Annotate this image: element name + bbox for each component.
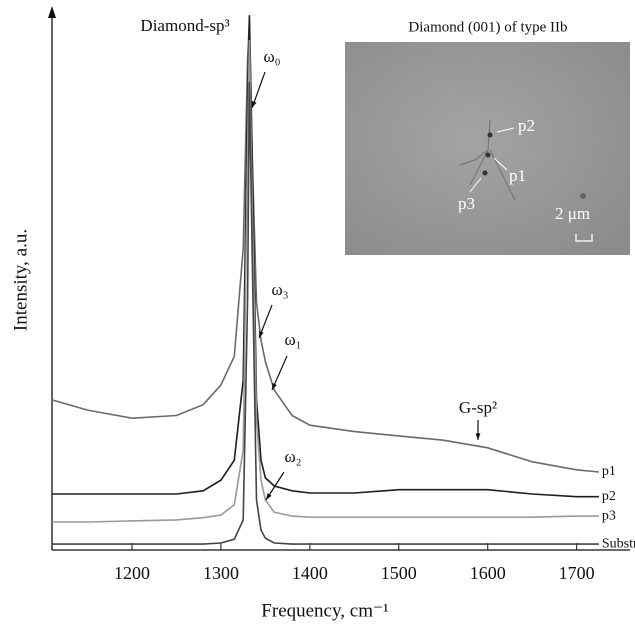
inset-pointer: [496, 127, 515, 133]
annotation: ω₁: [284, 330, 301, 349]
y-axis-arrow: [48, 6, 56, 18]
series-label: p1: [602, 464, 616, 479]
spectrum-line: [52, 39, 599, 523]
series-label: p2: [602, 489, 616, 504]
x-tick-label: 1700: [559, 563, 595, 583]
x-tick-label: 1500: [381, 563, 417, 583]
spectrum-line: [52, 15, 599, 498]
annotation-arrowhead: [251, 101, 257, 108]
annotation: G-sp²: [459, 398, 497, 417]
inset-point: [485, 152, 491, 158]
series-label: p3: [602, 508, 616, 523]
x-tick-label: 1600: [470, 563, 506, 583]
inset-pointer: [493, 157, 508, 171]
annotation: Diamond-sp³: [140, 16, 229, 35]
annotation: ω₀: [263, 47, 280, 66]
inset: Diamond (001) of type IIb p2 p1 p3 2 μm: [345, 19, 630, 255]
inset-point: [487, 132, 493, 138]
x-tick-label: 1400: [292, 563, 328, 583]
spectrum-line: [52, 81, 599, 545]
y-axis-label: Intensity, a.u.: [10, 229, 31, 331]
inset-scale-bar: [575, 234, 593, 242]
annotation: ω₃: [271, 280, 288, 299]
series-label: Substrate: [602, 536, 635, 551]
annotation: ω₂: [284, 447, 301, 466]
inset-pointer: [469, 177, 482, 193]
spectrum-line: [51, 20, 599, 473]
inset-point-label: p2: [518, 116, 535, 135]
inset-spot: [580, 193, 586, 199]
inset-scale-label: 2 μm: [555, 204, 590, 223]
inset-point: [482, 170, 488, 176]
x-tick-label: 1200: [114, 563, 150, 583]
inset-title: Diamond (001) of type IIb: [408, 19, 567, 35]
inset-point-label: p3: [458, 194, 475, 213]
inset-point-label: p1: [509, 166, 526, 185]
annotation-arrowhead: [272, 383, 277, 390]
x-axis-label: Frequency, cm⁻¹: [261, 600, 389, 621]
x-tick-label: 1300: [203, 563, 239, 583]
axes: [48, 6, 630, 551]
annotation-arrowhead: [266, 493, 272, 500]
annotation-arrowhead: [259, 331, 264, 338]
annotation-arrowhead: [475, 433, 481, 440]
